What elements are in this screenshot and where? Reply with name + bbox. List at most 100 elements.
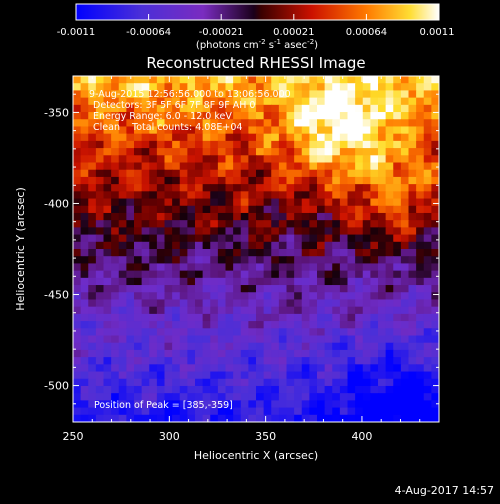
heatmap-cell xyxy=(339,335,349,344)
heatmap-cell xyxy=(256,234,265,243)
heatmap-cell xyxy=(240,140,249,149)
heatmap-cell xyxy=(195,90,204,99)
heatmap-cell xyxy=(294,328,303,337)
heatmap-cell xyxy=(332,155,341,164)
heatmap-cell xyxy=(324,270,333,279)
heatmap-cell xyxy=(156,169,166,178)
heatmap-cell xyxy=(156,371,166,380)
heatmap-cell xyxy=(408,112,417,120)
heatmap-cell xyxy=(149,342,158,351)
heatmap-cell xyxy=(240,385,249,394)
heatmap-cell xyxy=(156,378,166,387)
heatmap-cell xyxy=(210,140,219,149)
heatmap-cell xyxy=(271,364,280,373)
heatmap-cell xyxy=(400,342,410,351)
heatmap-cell xyxy=(118,256,127,265)
heatmap-cell xyxy=(362,400,371,409)
heatmap-cell xyxy=(88,148,97,156)
heatmap-cell xyxy=(393,198,402,207)
heatmap-cell xyxy=(355,227,364,236)
heatmap-cell xyxy=(271,119,280,128)
heatmap-cell xyxy=(149,249,158,257)
heatmap-cell xyxy=(370,285,379,293)
heatmap-cell xyxy=(423,385,432,394)
heatmap-cell xyxy=(393,299,402,308)
heatmap-cell xyxy=(240,270,249,279)
heatmap-cell xyxy=(416,292,425,301)
heatmap-cell xyxy=(202,97,211,106)
heatmap-cell xyxy=(149,140,158,149)
heatmap-cell xyxy=(80,140,89,149)
heatmap-cell xyxy=(286,198,295,207)
heatmap-cell xyxy=(233,414,242,422)
heatmap-cell xyxy=(309,241,318,250)
heatmap-cell xyxy=(355,83,364,92)
heatmap-cell xyxy=(431,212,439,221)
heatmap-cell xyxy=(248,292,257,301)
heatmap-cell xyxy=(362,277,371,286)
heatmap-cell xyxy=(309,176,318,185)
heatmap-cell xyxy=(187,140,196,149)
heatmap-cell xyxy=(263,126,272,135)
heatmap-cell xyxy=(408,126,417,135)
heatmap-cell xyxy=(385,292,394,301)
heatmap-cell xyxy=(317,220,326,228)
heatmap-cell xyxy=(301,285,310,293)
heatmap-cell xyxy=(111,414,120,422)
heatmap-cell xyxy=(126,112,135,120)
heatmap-cell xyxy=(233,169,242,178)
heatmap-cell xyxy=(393,126,402,135)
heatmap-cell xyxy=(134,349,143,358)
heatmap-cell xyxy=(385,212,394,221)
heatmap-cell xyxy=(156,414,166,422)
heatmap-cell xyxy=(393,169,402,178)
heatmap-cell xyxy=(416,249,425,257)
heatmap-cell xyxy=(233,378,242,387)
heatmap-cell xyxy=(179,227,188,236)
heatmap-cell xyxy=(324,104,333,113)
heatmap-cell xyxy=(202,385,211,394)
heatmap-cell xyxy=(324,119,333,128)
heatmap-cell xyxy=(416,306,425,315)
heatmap-cell xyxy=(73,104,82,113)
heatmap-cell xyxy=(172,119,181,128)
heatmap-cell xyxy=(164,299,173,308)
heatmap-cell xyxy=(233,335,242,344)
heatmap-cell xyxy=(408,119,417,128)
heatmap-cell xyxy=(240,184,249,192)
heatmap-cell xyxy=(256,97,265,106)
heatmap-cell xyxy=(111,104,120,113)
heatmap-cell xyxy=(156,191,166,200)
heatmap-cell xyxy=(347,349,356,358)
heatmap-cell xyxy=(317,140,326,149)
heatmap-cell xyxy=(294,227,303,236)
heatmap-cell xyxy=(149,227,158,236)
heatmap-cell xyxy=(103,342,112,351)
heatmap-cell xyxy=(202,270,211,279)
heatmap-cell xyxy=(256,140,265,149)
heatmap-cell xyxy=(103,349,112,358)
heatmap-cell xyxy=(301,126,310,135)
heatmap-cell xyxy=(179,140,188,149)
heatmap-cell xyxy=(324,205,333,214)
heatmap-cell xyxy=(210,97,219,106)
heatmap-cell xyxy=(179,299,188,308)
heatmap-cell xyxy=(217,277,227,286)
heatmap-cell xyxy=(80,133,89,142)
heatmap-cell xyxy=(278,313,288,322)
heatmap-cell xyxy=(408,155,417,164)
heatmap-cell xyxy=(179,292,188,301)
heatmap-cell xyxy=(172,371,181,380)
heatmap-cell xyxy=(141,104,150,113)
heatmap-cell xyxy=(263,140,272,149)
heatmap-cell xyxy=(141,285,150,293)
heatmap-cell xyxy=(385,198,394,207)
heatmap-cell xyxy=(332,119,341,128)
heatmap-cell xyxy=(324,407,333,416)
heatmap-cell xyxy=(332,256,341,265)
heatmap-cell xyxy=(408,220,417,228)
heatmap-cell xyxy=(88,119,97,128)
heatmap-cell xyxy=(271,140,280,149)
heatmap-cell xyxy=(233,256,242,265)
heatmap-cell xyxy=(278,335,288,344)
